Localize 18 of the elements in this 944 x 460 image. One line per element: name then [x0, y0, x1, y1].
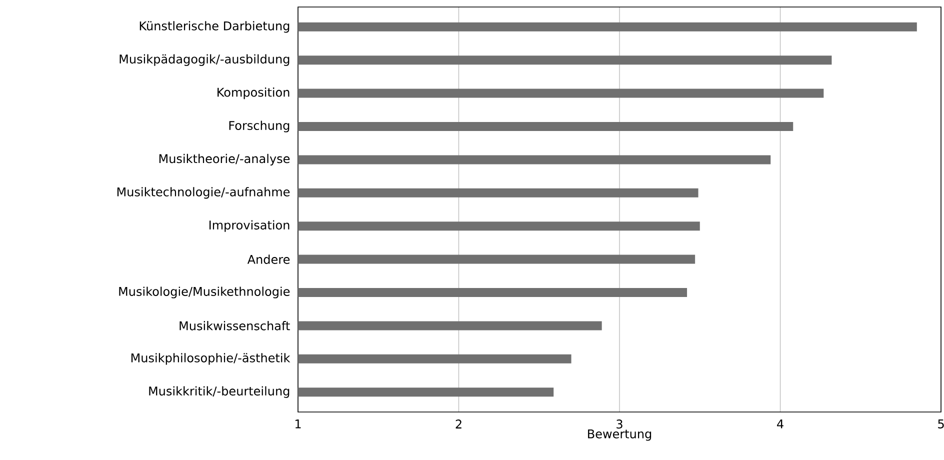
x-tick-label: 4 — [777, 420, 784, 428]
y-tick-label: Musikphilosophie/-ästhetik — [131, 353, 290, 365]
y-tick-label: Komposition — [218, 88, 290, 100]
y-tick-label: Musikwissenschaft — [180, 321, 290, 330]
y-tick-label: Musikkritik/-beurteilung — [149, 386, 290, 398]
x-tick-label: 1 — [296, 420, 301, 428]
y-tick-label: Andere — [247, 254, 290, 264]
y-tick-label: Musikologie/Musikethnologie — [119, 286, 290, 298]
y-tick-label: Musiktheorie/-analyse — [159, 154, 290, 166]
x-tick-label: 2 — [456, 420, 462, 428]
y-tick-label: Improvisation — [209, 220, 290, 232]
y-tick-label: Musikpädagogik/-ausbildung — [120, 54, 290, 66]
y-tick-label: Forschung — [229, 120, 290, 132]
x-axis-title: Bewertung — [588, 429, 652, 441]
y-tick-label: Musiktechnologie/-aufnahme — [117, 187, 290, 199]
y-tick-label: Künstlerische Darbietung — [140, 21, 290, 33]
x-tick-label: 5 — [938, 420, 944, 428]
x-tick-label: 3 — [616, 420, 622, 429]
